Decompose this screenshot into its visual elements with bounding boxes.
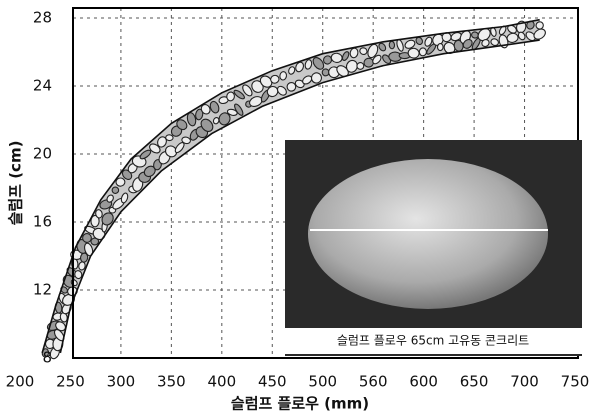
caption-bg bbox=[285, 328, 582, 354]
aggregate bbox=[226, 108, 238, 116]
band-edge bbox=[41, 18, 540, 354]
aggregate bbox=[181, 136, 191, 145]
x-tick-label: 700 bbox=[510, 373, 539, 391]
aggregate bbox=[74, 270, 83, 280]
aggregate bbox=[164, 145, 178, 158]
aggregate bbox=[490, 38, 499, 47]
aggregate bbox=[176, 119, 188, 131]
aggregate bbox=[535, 21, 544, 30]
aggregate bbox=[436, 43, 444, 52]
aggregate bbox=[288, 66, 296, 75]
aggregate bbox=[95, 209, 103, 219]
concrete-spread bbox=[308, 159, 548, 309]
aggregate bbox=[312, 57, 325, 70]
aggregate bbox=[233, 89, 245, 100]
aggregate bbox=[276, 85, 287, 96]
aggregate bbox=[115, 177, 126, 187]
aggregate bbox=[388, 40, 396, 50]
aggregate bbox=[139, 149, 152, 160]
x-tick-label: 500 bbox=[308, 373, 337, 391]
y-tick-label: 12 bbox=[33, 281, 52, 299]
aggregate bbox=[349, 47, 359, 59]
aggregate bbox=[279, 71, 288, 81]
x-tick-label: 650 bbox=[460, 373, 489, 391]
aggregate bbox=[506, 32, 519, 43]
inset-caption: 슬럼프 플로우 65cm 고유동 콘크리트 bbox=[337, 334, 529, 348]
aggregate bbox=[367, 43, 379, 59]
aggregate bbox=[234, 103, 244, 116]
band-edge bbox=[59, 39, 540, 354]
aggregate bbox=[404, 39, 416, 49]
aggregate bbox=[345, 59, 358, 73]
aggregate bbox=[209, 100, 220, 114]
y-tick-label: 16 bbox=[33, 213, 52, 231]
aggregate bbox=[90, 214, 100, 228]
aggregate bbox=[195, 108, 204, 121]
x-tick-label: 400 bbox=[207, 373, 236, 391]
aggregate bbox=[157, 136, 167, 148]
aggregate bbox=[200, 118, 214, 132]
aggregate bbox=[218, 112, 231, 126]
x-tick-label: 350 bbox=[157, 373, 186, 391]
x-tick-label: 250 bbox=[56, 373, 85, 391]
aggregate bbox=[242, 84, 253, 97]
aggregate bbox=[295, 61, 305, 73]
aggregate bbox=[90, 237, 100, 246]
aggregate bbox=[82, 233, 92, 243]
y-axis-label: 슬럼프 (cm) bbox=[7, 141, 25, 226]
y-tick-label: 8 bbox=[42, 349, 52, 367]
aggregate bbox=[378, 42, 387, 52]
aggregate bbox=[359, 47, 368, 56]
x-tick-label: 300 bbox=[107, 373, 136, 391]
x-axis-label: 슬럼프 플로우 (mm) bbox=[231, 395, 369, 413]
aggregate bbox=[286, 81, 297, 92]
aggregate bbox=[270, 74, 280, 84]
aggregate bbox=[533, 28, 546, 40]
y-tick-label: 28 bbox=[33, 9, 52, 27]
aggregate bbox=[481, 38, 490, 48]
aggregate bbox=[120, 192, 129, 204]
inset-photo: 슬럼프 플로우 65cm 고유동 콘크리트 bbox=[285, 140, 582, 356]
aggregate bbox=[341, 51, 350, 61]
aggregate bbox=[111, 186, 120, 194]
y-tick-label: 20 bbox=[33, 145, 52, 163]
x-tick-label: 560 bbox=[359, 373, 388, 391]
aggregate bbox=[432, 33, 444, 46]
aggregate bbox=[304, 59, 313, 70]
aggregate bbox=[294, 79, 305, 89]
aggregate bbox=[310, 72, 323, 84]
x-tick-label: 750 bbox=[561, 373, 590, 391]
aggregate bbox=[106, 194, 114, 203]
aggregate bbox=[259, 75, 273, 88]
aggregate bbox=[462, 38, 473, 49]
x-tick-label: 450 bbox=[258, 373, 287, 391]
aggregate bbox=[477, 28, 491, 42]
aggregate bbox=[407, 47, 420, 59]
aggregate bbox=[212, 117, 220, 125]
x-tick-label: 200 bbox=[6, 373, 35, 391]
aggregate bbox=[418, 47, 427, 57]
aggregate bbox=[322, 55, 333, 65]
aggregate bbox=[226, 91, 235, 102]
aggregate bbox=[165, 134, 174, 142]
aggregate bbox=[517, 31, 526, 41]
x-tick-label: 600 bbox=[409, 373, 438, 391]
aggregate bbox=[149, 143, 161, 154]
aggregate bbox=[200, 104, 211, 115]
y-tick-label: 24 bbox=[33, 77, 52, 95]
aggregate bbox=[525, 31, 536, 42]
aggregate bbox=[424, 36, 433, 47]
band bbox=[41, 18, 546, 360]
aggregate bbox=[356, 62, 365, 70]
aggregate bbox=[372, 54, 382, 65]
aggregate bbox=[101, 212, 114, 226]
